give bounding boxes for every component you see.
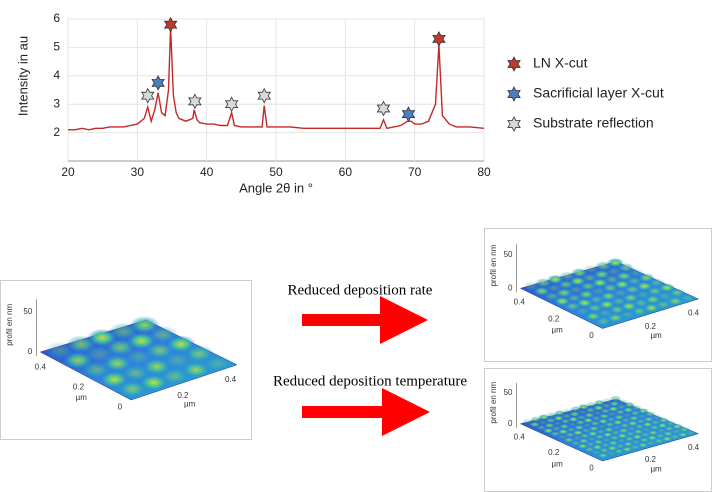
x-tick-label: 0.4: [688, 309, 700, 318]
x-axis-label: µm: [184, 400, 196, 409]
y-tick-label: 4: [53, 68, 60, 82]
legend-label: Substrate reflection: [533, 115, 654, 131]
peak-marker: [376, 100, 391, 117]
y-tick-label: 0.2: [548, 314, 560, 323]
y-axis-label: µm: [552, 326, 564, 335]
surface-bump: [202, 354, 233, 373]
y-tick-label: 0.4: [514, 432, 526, 441]
surface-bumps: [523, 257, 696, 327]
x-tick-label: 30: [131, 165, 145, 179]
z-tick-label: 50: [504, 388, 513, 397]
y-tick-label: 0.2: [73, 382, 85, 391]
x-tick-label: 0.4: [225, 375, 237, 384]
x-tick-label: 0.2: [645, 455, 657, 464]
x-tick-label: 0.2: [177, 391, 189, 400]
y-tick-label: 0.4: [35, 362, 47, 371]
peak-marker: [163, 16, 178, 33]
y-tick-label: 3: [53, 96, 60, 110]
y-tick-label: 0: [589, 331, 594, 340]
x-tick-label: 50: [269, 165, 283, 179]
y-tick-label: 0: [589, 464, 594, 473]
x-axis-label: µm: [650, 464, 662, 473]
y-tick-label: 0.4: [514, 297, 526, 306]
x-tick-label: 80: [477, 165, 491, 179]
peak-marker: [257, 87, 272, 104]
y-tick-label: 2: [53, 125, 60, 139]
z-tick-label: 50: [504, 250, 513, 259]
y-tick-label: 0.2: [548, 448, 560, 457]
z-axis-label: profil en nm: [489, 244, 498, 286]
z-axis-label: profil en nm: [5, 304, 14, 346]
y-tick-label: 0: [118, 403, 123, 412]
peak-marker: [140, 87, 155, 104]
y-tick-label: 6: [53, 11, 60, 25]
x-tick-label: 40: [200, 165, 214, 179]
legend-marker: [507, 86, 521, 102]
x-tick-label: 0.4: [688, 443, 700, 452]
arrow-label: Reduced deposition rate: [288, 282, 433, 298]
x-axis-label: Angle 2θ in °: [239, 180, 313, 195]
peak-marker: [188, 93, 202, 110]
z-tick-label: 0: [508, 283, 513, 292]
surface-bump: [678, 293, 696, 303]
surface-bumps: [522, 395, 697, 459]
z-tick-label: 0: [508, 419, 513, 428]
legend-label: LN X-cut: [533, 55, 588, 71]
z-tick-label: 0: [28, 347, 33, 356]
y-axis-label: Intensity in au: [15, 36, 30, 116]
y-axis-label: µm: [76, 393, 88, 402]
y-axis-label: µm: [552, 460, 564, 469]
surface-bumps: [44, 316, 233, 398]
x-tick-label: 60: [339, 165, 353, 179]
y-tick-label: 5: [53, 40, 60, 54]
x-axis-label: µm: [650, 331, 662, 340]
legend-label: Sacrificial layer X-cut: [533, 85, 664, 101]
legend-marker: [507, 56, 521, 72]
peak-marker: [401, 106, 416, 122]
peak-marker: [224, 96, 239, 113]
legend-marker: [507, 116, 521, 132]
x-tick-label: 70: [408, 165, 422, 179]
x-tick-label: 0.2: [645, 322, 657, 331]
peak-marker: [432, 31, 446, 47]
x-tick-label: 20: [61, 165, 75, 179]
arrow-label: Reduced deposition temperature: [273, 373, 467, 389]
z-tick-label: 50: [23, 307, 32, 316]
surface-bump: [685, 429, 697, 436]
z-axis-label: profil en nm: [489, 381, 498, 423]
peak-marker: [151, 75, 165, 91]
